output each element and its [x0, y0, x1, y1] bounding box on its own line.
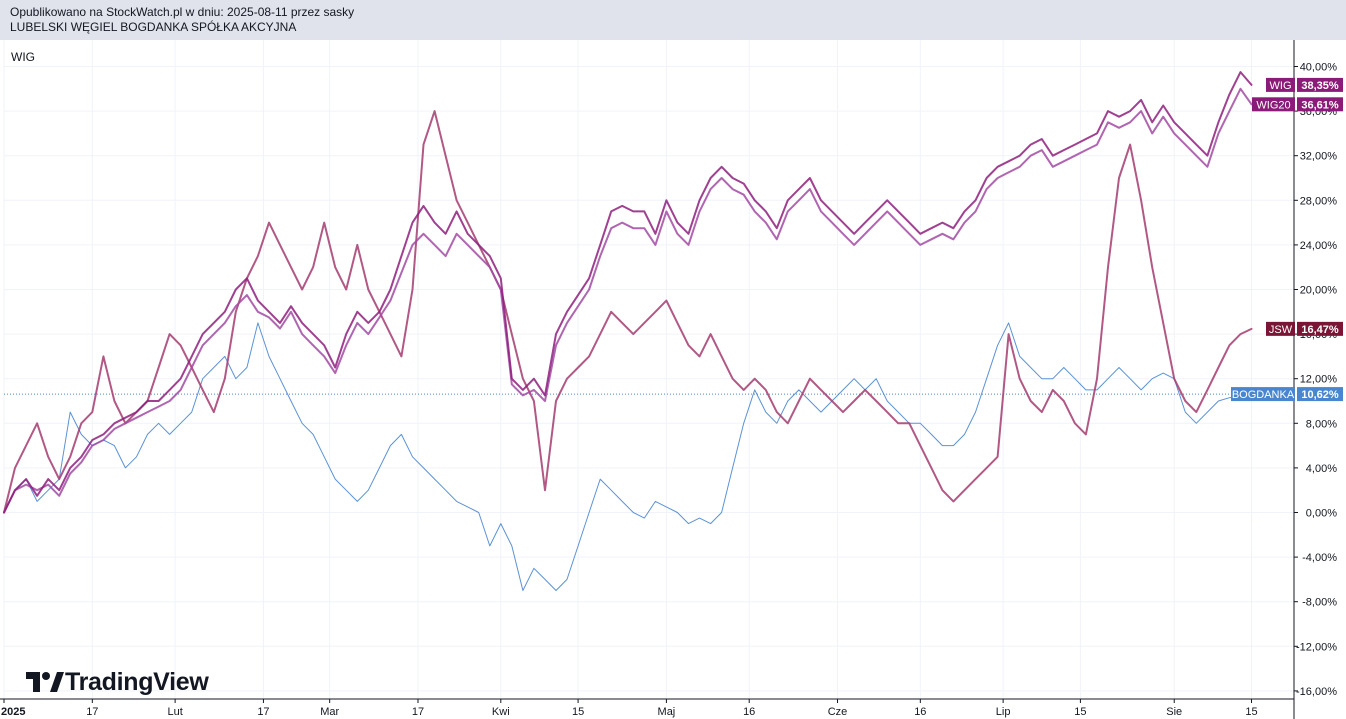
x-tick-label: Lip	[996, 706, 1011, 718]
x-tick-label: 2025	[1, 706, 25, 718]
y-tick-label: 32,00%	[1300, 151, 1338, 163]
end-label-name-bg	[1266, 77, 1295, 92]
end-label-value: 38,35%	[1301, 80, 1339, 92]
series-line-wig20	[3, 87, 1253, 514]
series-line-jsw	[3, 110, 1253, 514]
tradingview-logo[interactable]: TradingView	[24, 667, 209, 697]
end-label-jsw: JSW 16,47%	[1266, 321, 1343, 336]
grid	[3, 40, 1294, 699]
main-symbol-label: WIG	[11, 50, 35, 64]
end-label-bogdanka: BOGDANKA 10,62%	[1231, 387, 1343, 402]
end-label-value: 16,47%	[1301, 324, 1339, 336]
tradingview-logo-text: TradingView	[65, 667, 209, 696]
y-tick-label: -16,00%	[1296, 686, 1337, 698]
end-label-name-bg	[1266, 321, 1295, 336]
end-label-wig20: WIG20 36,61%	[1252, 97, 1343, 112]
end-label-value-bg	[1297, 387, 1343, 402]
x-tick-label: 15	[1074, 706, 1086, 718]
x-tick-label: 16	[743, 706, 755, 718]
x-tick-label: Kwi	[492, 706, 510, 718]
y-tick-label: -8,00%	[1302, 597, 1337, 609]
x-tick-label: Lut	[167, 706, 182, 718]
end-label-value: 36,61%	[1301, 99, 1339, 111]
x-tick-label: Cze	[828, 706, 848, 718]
x-tick-label: 17	[257, 706, 269, 718]
y-tick-label: 24,00%	[1300, 240, 1338, 252]
y-tick-label: 40,00%	[1300, 62, 1338, 74]
end-label-name: JSW	[1269, 324, 1293, 336]
end-label-value-bg	[1297, 321, 1343, 336]
x-axis-ticks: 2025 17 Lut 17 Mar 17 Kwi 15 Maj 16 Cze 16 Lip 15 Sie 1…	[1, 699, 1258, 718]
series-line-wig	[3, 71, 1253, 514]
end-label-name: WIG	[1270, 80, 1292, 92]
x-tick-label: Mar	[320, 706, 339, 718]
y-tick-label: 8,00%	[1306, 418, 1337, 430]
company-name: LUBELSKI WĘGIEL BOGDANKA SPÓŁKA AKCYJNA	[10, 20, 297, 34]
x-tick-label: 15	[1245, 706, 1257, 718]
x-tick-label: 15	[572, 706, 584, 718]
tradingview-logo-icon	[26, 672, 64, 692]
end-label-name-bg	[1231, 387, 1295, 402]
published-info: Opublikowano na StockWatch.pl w dniu: 20…	[10, 5, 355, 19]
x-tick-label: 16	[914, 706, 926, 718]
comparison-chart[interactable]: 40,00%36,00%32,00%28,00%24,00%20,00%16,0…	[0, 40, 1346, 719]
x-tick-label: Sie	[1166, 706, 1182, 718]
x-tick-label: 17	[412, 706, 424, 718]
y-tick-label: 4,00%	[1306, 463, 1337, 475]
y-tick-label: -4,00%	[1302, 552, 1337, 564]
end-label-value-bg	[1297, 97, 1343, 112]
y-tick-label: 20,00%	[1300, 285, 1338, 297]
end-label-name-bg	[1252, 97, 1295, 112]
y-axis-ticks: 40,00%36,00%32,00%28,00%24,00%20,00%16,0…	[1294, 62, 1337, 698]
x-tick-label: Maj	[658, 706, 676, 718]
end-label-name: BOGDANKA	[1232, 389, 1295, 401]
chart-header: Opublikowano na StockWatch.pl w dniu: 20…	[0, 0, 1346, 40]
y-tick-label: -12,00%	[1296, 641, 1337, 653]
end-label-value: 10,62%	[1301, 389, 1339, 401]
series-line-bogdanka	[3, 322, 1252, 591]
end-label-name: WIG20	[1256, 99, 1290, 111]
end-label-wig: WIG 38,35%	[1266, 77, 1343, 92]
end-label-value-bg	[1297, 77, 1343, 92]
y-tick-label: 28,00%	[1300, 195, 1338, 207]
x-tick-label: 17	[86, 706, 98, 718]
y-tick-label: 12,00%	[1300, 374, 1338, 386]
y-tick-label: 0,00%	[1306, 508, 1337, 520]
